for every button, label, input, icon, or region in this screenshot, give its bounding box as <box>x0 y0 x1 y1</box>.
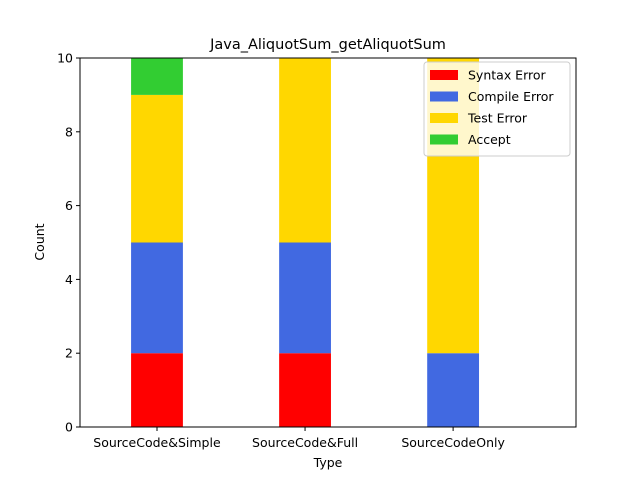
y-tick-label: 2 <box>65 346 73 361</box>
bar-segment <box>131 353 183 427</box>
x-tick-label: SourceCode&Full <box>252 435 358 450</box>
legend: Syntax Error Compile Error Test Error Accep… <box>423 61 571 157</box>
bar-segment <box>279 58 331 243</box>
bar-segment <box>131 94 183 243</box>
bar-segment <box>279 242 331 354</box>
legend-label: Accept <box>468 132 511 147</box>
legend-swatch <box>430 91 458 102</box>
x-tick-label: SourceCodeOnly <box>401 435 505 450</box>
x-tick-label: SourceCode&Simple <box>93 435 221 450</box>
y-tick-label: 4 <box>65 272 73 287</box>
legend-swatch <box>430 134 458 145</box>
x-axis-label: Type <box>313 455 343 470</box>
ticks-layer: 0 2 4 6 8 10 SourceCode&Simple SourceCode&Full S… <box>57 51 505 451</box>
bar-segment <box>131 242 183 354</box>
legend-label: Compile Error <box>468 89 554 104</box>
bar-segment <box>279 353 331 427</box>
legend-label: Test Error <box>467 111 528 126</box>
y-axis-label: Count <box>32 223 47 260</box>
bar-segment <box>427 353 480 427</box>
bar-segment <box>131 58 183 95</box>
legend-box <box>423 61 571 157</box>
plot-frame <box>79 57 577 428</box>
legend-swatch <box>430 70 458 80</box>
y-tick-label: 6 <box>65 198 73 213</box>
legend-swatch <box>430 113 458 123</box>
bars-layer <box>131 58 480 427</box>
y-tick-label: 0 <box>65 420 73 435</box>
legend-label: Syntax Error <box>468 68 547 83</box>
chart-title: Java_AliquotSum_getAliquotSum <box>209 37 446 53</box>
y-tick-label: 8 <box>65 124 73 139</box>
y-tick-label: 10 <box>57 51 73 66</box>
